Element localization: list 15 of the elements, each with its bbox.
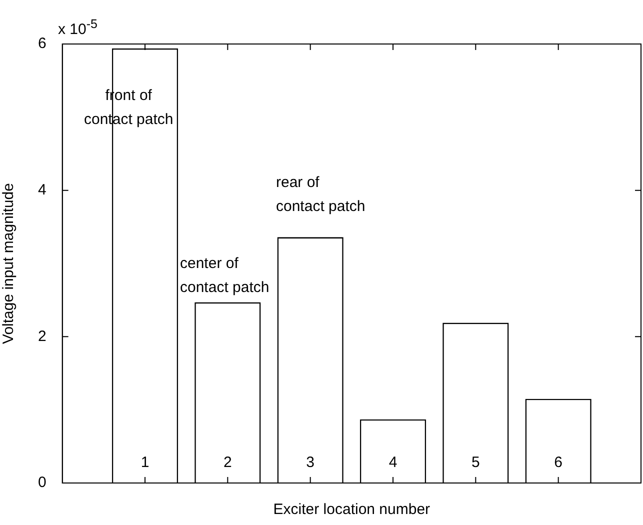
annotation: rear of contact patch	[276, 173, 366, 217]
x-tick-label: 1	[140, 454, 150, 471]
x-tick-label: 3	[306, 454, 315, 471]
y-tick-label: 2	[38, 328, 46, 345]
y-tick-label: 6	[38, 35, 46, 52]
x-tick-label: 5	[471, 454, 480, 471]
text: x 10$^{-5}$	[58, 16, 98, 40]
x-tick-label: 6	[554, 454, 563, 471]
x-tick-label: 4	[388, 454, 398, 471]
annotation: center of contact patch	[180, 254, 270, 298]
y-axis-title: Voltage input magnitude	[0, 183, 18, 344]
y-tick-label: 0	[38, 474, 46, 492]
x-axis-title: Exciter location number	[273, 501, 430, 518]
y-tick-label: 4	[38, 181, 46, 198]
x-tick-label: 2	[224, 454, 232, 471]
